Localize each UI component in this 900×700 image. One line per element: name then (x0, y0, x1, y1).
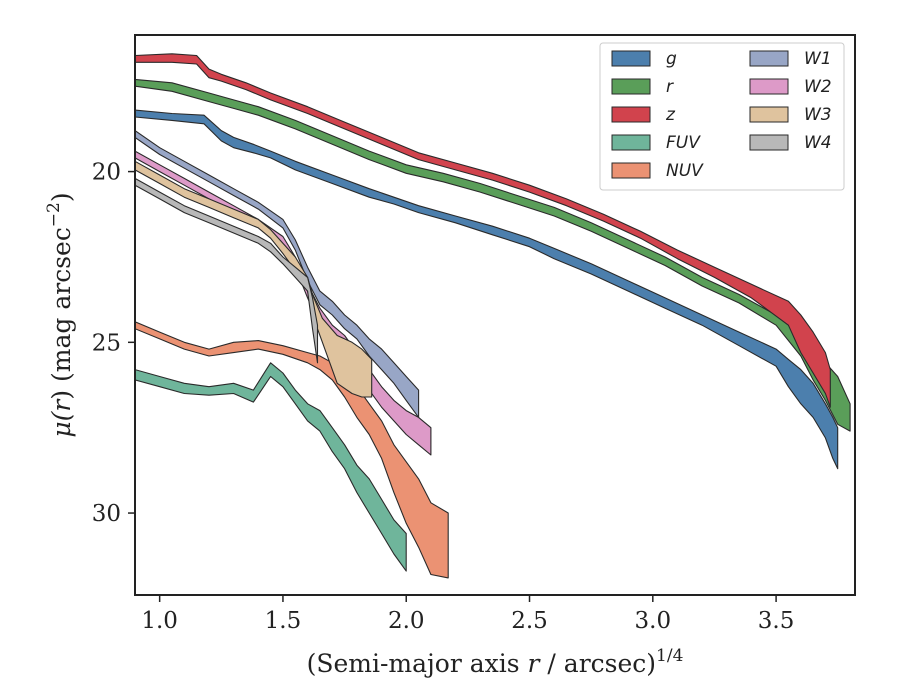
legend-swatch-w2 (749, 78, 789, 95)
series-layer (135, 53, 851, 579)
y-tick-label: 30 (92, 501, 121, 527)
x-tick-label: 1.5 (265, 608, 302, 634)
x-tick-label: 3.0 (635, 608, 672, 634)
legend-swatch-fuv (611, 134, 651, 151)
legend-label-z: z (665, 105, 676, 125)
legend-label-nuv: NUV (666, 161, 704, 181)
series-band-fuv (135, 362, 407, 572)
x-axis-ticks: 1.0 1.5 2.0 2.5 3.0 3.5 (141, 595, 794, 634)
y-axis-ticks: 20 25 30 (92, 160, 135, 527)
x-tick-label: 2.5 (511, 608, 548, 634)
legend-swatch-nuv (611, 162, 651, 179)
x-tick-label: 1.0 (141, 608, 178, 634)
series-band-g (135, 109, 839, 470)
series-band-w3 (135, 160, 373, 398)
legend-swatch-r (611, 78, 651, 95)
legend-label-w1: W1 (804, 49, 832, 69)
y-axis-label: μ(r) (mag arcsec−2) (44, 192, 76, 437)
legend-label-w2: W2 (804, 77, 832, 97)
series-band-w4 (135, 177, 319, 364)
legend-swatch-w3 (749, 106, 789, 123)
x-axis-label: (Semi-major axis r / arcsec)1/4 (307, 646, 684, 678)
legend-label-fuv: FUV (666, 133, 701, 153)
legend-swatch-g (611, 50, 651, 67)
legend-label-g: g (666, 49, 677, 69)
plot-frame (134, 34, 856, 596)
legend-swatch-z (611, 106, 651, 123)
x-tick-label: 3.5 (758, 608, 795, 634)
series-band-r (135, 78, 851, 432)
legend: grz FUV NUV W1 W2 W3 W4 (599, 42, 845, 191)
legend-swatch-w1 (749, 50, 789, 67)
legend-swatch-w4 (749, 134, 789, 151)
y-tick-label: 20 (92, 160, 121, 186)
legend-label-w4: W4 (804, 133, 832, 153)
series-band-nuv (135, 321, 449, 579)
legend-label-r: r (666, 77, 674, 97)
series-band-z (135, 53, 831, 408)
x-tick-label: 2.0 (388, 608, 425, 634)
legend-label-w3: W3 (804, 105, 832, 125)
y-tick-label: 25 (92, 330, 121, 356)
